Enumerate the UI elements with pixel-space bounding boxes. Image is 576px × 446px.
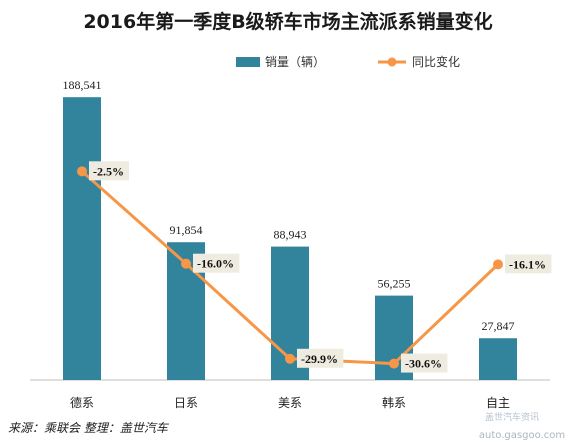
watermark-line2: auto.gasgoo.com — [479, 430, 565, 441]
source-note: 来源：乘联会 整理：盖世汽车 — [8, 421, 170, 435]
line-series: -2.5% -16.0% -29.9% -30.6% -16.1% — [77, 161, 552, 373]
category-labels: 德系 日系 美系 韩系 自主 — [70, 395, 510, 410]
bar — [479, 338, 517, 380]
pct-label: -2.5% — [93, 164, 124, 178]
pct-label-box — [193, 253, 240, 273]
bar-value-label: 56,255 — [378, 277, 411, 291]
line-point — [181, 258, 191, 269]
category-label: 美系 — [278, 396, 302, 410]
pct-label: -16.0% — [197, 257, 234, 271]
pct-label: -16.1% — [509, 257, 546, 271]
pct-label: -30.6% — [405, 357, 442, 371]
watermark-line1: 盖世汽车资讯 — [485, 411, 539, 423]
line-point — [493, 259, 503, 270]
watermark: 盖世汽车资讯 auto.gasgoo.com — [479, 411, 565, 441]
bar-value-label: 188,541 — [63, 78, 102, 92]
category-label: 韩系 — [382, 395, 406, 410]
legend: 销量（辆） 同比变化 — [236, 54, 460, 69]
pct-label-box — [505, 254, 552, 274]
pct-label: -29.9% — [301, 352, 338, 366]
legend-bar-label: 销量（辆） — [265, 55, 325, 69]
bar-value-label: 91,854 — [170, 223, 203, 237]
chart-title: 2016年第一季度B级轿车市场主流派系销量变化 — [83, 10, 492, 33]
bar-value-label: 88,943 — [274, 228, 307, 242]
pct-label-box — [89, 161, 129, 181]
category-label: 自主 — [486, 396, 510, 410]
category-label: 德系 — [70, 395, 94, 410]
category-label: 日系 — [174, 396, 198, 410]
line-point — [389, 358, 399, 369]
legend-bar-swatch — [236, 57, 260, 67]
legend-line-label: 同比变化 — [412, 54, 460, 69]
line-point — [285, 353, 295, 364]
pct-label-box — [297, 348, 344, 368]
bar — [63, 97, 101, 380]
legend-line-marker — [387, 57, 397, 67]
pct-label-box — [401, 353, 448, 373]
bar-value-label: 27,847 — [482, 319, 515, 333]
line-point — [77, 166, 87, 177]
bar-value-labels: 188,541 91,854 88,943 56,255 27,847 — [63, 78, 515, 333]
